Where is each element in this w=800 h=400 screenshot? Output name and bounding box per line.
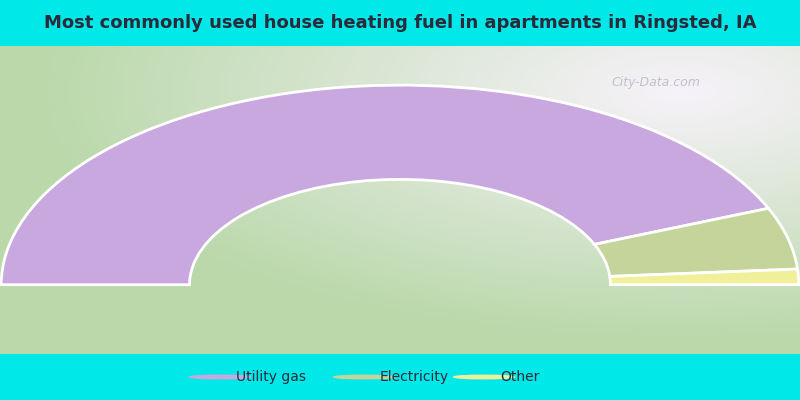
Text: City-Data.com: City-Data.com [611,76,701,90]
Circle shape [334,375,394,379]
Wedge shape [594,208,798,276]
Wedge shape [610,269,798,285]
Text: Electricity: Electricity [380,370,449,384]
Wedge shape [2,85,769,285]
Circle shape [454,375,514,379]
Circle shape [190,375,250,379]
Text: Most commonly used house heating fuel in apartments in Ringsted, IA: Most commonly used house heating fuel in… [44,14,756,32]
Text: Utility gas: Utility gas [236,370,306,384]
Text: Other: Other [500,370,539,384]
